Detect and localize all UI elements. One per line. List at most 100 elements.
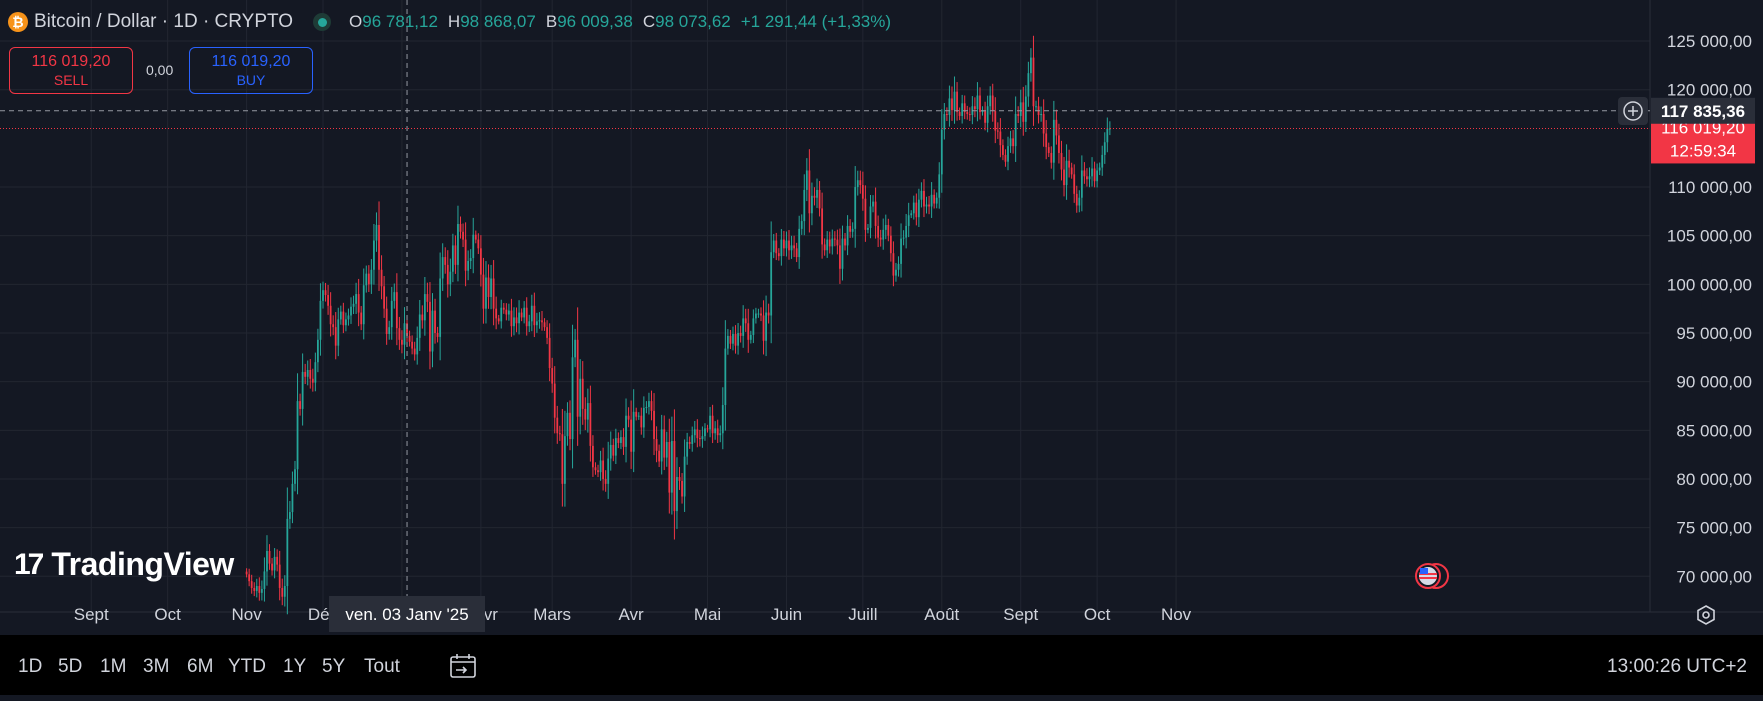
candle-up — [660, 414, 663, 475]
buy-label: BUY — [236, 72, 266, 88]
candle-body — [602, 460, 605, 479]
candle-body — [826, 239, 829, 251]
candle-up — [976, 82, 979, 122]
candle-down — [823, 238, 826, 256]
candle-up — [266, 535, 268, 586]
candle-down — [444, 247, 447, 274]
candle-body — [642, 407, 645, 428]
candle-body — [668, 441, 671, 493]
candle-body — [831, 238, 834, 247]
time-tick-label: Nov — [231, 605, 262, 624]
candle-body — [464, 239, 467, 271]
price-tick-label: 95 000,00 — [1676, 324, 1752, 343]
candle-down — [324, 282, 327, 302]
candle-up — [867, 224, 869, 234]
candle-down — [401, 330, 403, 354]
candle-up — [1030, 48, 1032, 82]
candle-body — [984, 110, 986, 123]
symbol-title[interactable]: Bitcoin / Dollar · 1D · CRYPTO — [34, 11, 294, 32]
candle-down — [711, 404, 714, 444]
candle-down — [278, 550, 281, 601]
candle-up — [872, 195, 874, 213]
candle-up — [291, 471, 294, 524]
candle-body — [923, 190, 925, 207]
buy-button[interactable]: 116 019,20 BUY — [189, 47, 313, 94]
candle-body — [352, 303, 355, 307]
candle-down — [808, 149, 811, 233]
candle-up — [273, 548, 276, 579]
candle-body — [342, 311, 345, 326]
range-button-5y[interactable]: 5Y — [322, 656, 346, 677]
candle-up — [393, 283, 396, 309]
candle-up — [925, 196, 928, 214]
range-button-ytd[interactable]: YTD — [228, 656, 266, 677]
candle-up — [686, 432, 689, 465]
calendar-goto-icon[interactable] — [448, 652, 478, 680]
candle-down — [569, 400, 571, 451]
range-button-tout[interactable]: Tout — [364, 656, 400, 677]
candle-body — [943, 114, 946, 130]
us-flag-event-icon[interactable] — [1411, 562, 1451, 590]
candle-body — [1060, 152, 1063, 170]
range-button-6m[interactable]: 6M — [187, 656, 214, 677]
range-button-5d[interactable]: 5D — [58, 656, 83, 677]
candle-down — [973, 97, 976, 118]
candle-body — [1030, 57, 1032, 74]
candle-body — [423, 294, 426, 321]
sell-button[interactable]: 116 019,20 SELL — [9, 47, 133, 94]
ohlc-high: H98 868,07 — [447, 12, 536, 31]
candle-up — [943, 103, 946, 140]
candle-body — [757, 313, 760, 315]
candle-body — [375, 224, 378, 241]
candle-body — [485, 277, 487, 309]
candle-down — [258, 577, 261, 601]
candle-down — [889, 226, 892, 262]
candle-body — [976, 95, 979, 110]
range-button-1m[interactable]: 1M — [100, 656, 127, 677]
candle-up — [469, 249, 472, 269]
candle-body — [1073, 174, 1076, 194]
candle-body — [388, 327, 391, 334]
market-open-dot-icon[interactable] — [313, 13, 332, 31]
gear-center — [1702, 611, 1710, 619]
price-axis[interactable]: 125 000,00 120 000,00 110 000,00 105 000,00… — [1651, 32, 1755, 586]
candle-up — [418, 300, 421, 351]
range-button-1d[interactable]: 1D — [18, 656, 43, 677]
time-tick-label: Nov — [1161, 605, 1192, 624]
candle-down — [1004, 149, 1007, 167]
gear-outline — [1697, 605, 1715, 625]
candle-body — [513, 317, 515, 327]
range-button-1y[interactable]: 1Y — [283, 656, 307, 677]
add-alert-plus-button[interactable] — [1618, 97, 1648, 125]
candle-body — [317, 339, 319, 363]
time-axis[interactable]: SeptOctNovDécFévrMarsAvrMaiJuinJuillAoût… — [74, 596, 1715, 632]
candle-down — [833, 231, 836, 247]
candle-up — [1101, 145, 1104, 176]
candle-body — [900, 238, 902, 264]
candle-down — [510, 298, 513, 337]
utc-clock[interactable]: 13:00:26 UTC+2 — [1607, 656, 1747, 677]
candle-up — [940, 109, 943, 193]
candle-up — [441, 243, 444, 291]
time-tick-label: Juill — [848, 605, 877, 624]
candle-body — [905, 225, 908, 238]
candle-down — [945, 107, 948, 122]
candle-down — [584, 397, 587, 431]
candle-body — [367, 273, 370, 285]
candle-body — [408, 335, 411, 342]
candle-body — [347, 315, 350, 320]
settings-gear-icon[interactable] — [1697, 605, 1715, 625]
candle-body — [1108, 128, 1111, 130]
candle-down — [1055, 109, 1058, 145]
candle-up — [772, 234, 775, 259]
candle-up — [255, 578, 258, 598]
candle-up — [620, 430, 622, 450]
range-button-3m[interactable]: 3M — [143, 656, 170, 677]
candle-body — [533, 305, 536, 326]
price-tick-label: 120 000,00 — [1667, 81, 1752, 100]
bitcoin-icon[interactable]: ₿ — [8, 12, 28, 32]
candle-up — [431, 293, 434, 368]
candle-body — [472, 234, 475, 259]
ohlc-change: +1 291,44 (+1,33%) — [740, 12, 892, 31]
